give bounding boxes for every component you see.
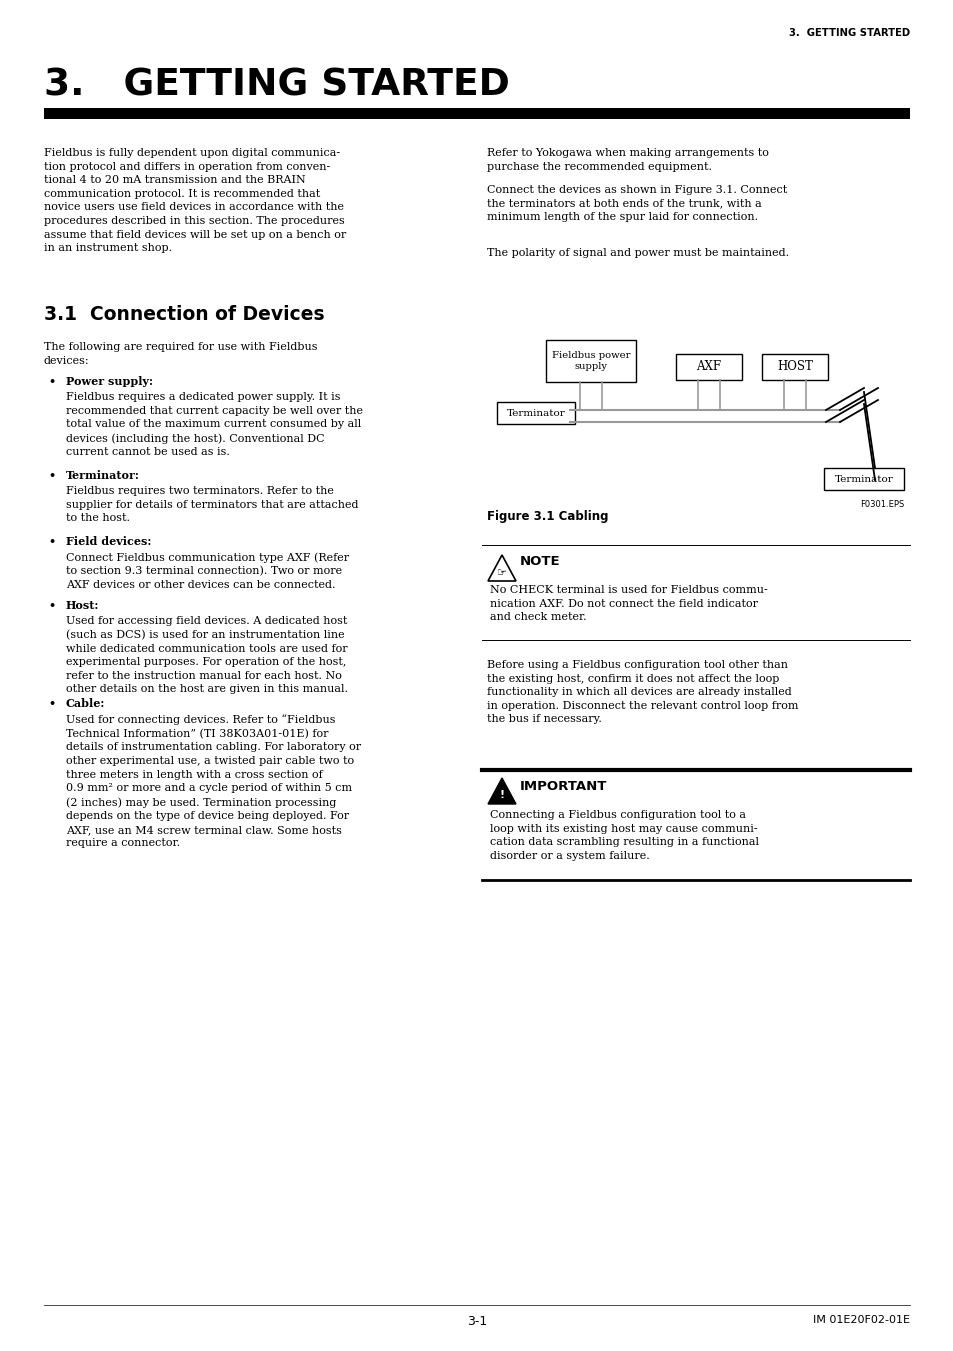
Text: Terminator:: Terminator:	[66, 470, 140, 481]
Text: AXF: AXF	[696, 361, 720, 373]
Text: Before using a Fieldbus configuration tool other than
the existing host, confirm: Before using a Fieldbus configuration to…	[486, 661, 798, 724]
Bar	[497, 403, 575, 424]
Bar	[545, 340, 636, 382]
Text: 3.  GETTING STARTED: 3. GETTING STARTED	[788, 28, 909, 38]
Text: Host:: Host:	[66, 600, 99, 611]
Bar	[823, 467, 903, 490]
Text: IMPORTANT: IMPORTANT	[519, 780, 607, 793]
Text: Refer to Yokogawa when making arrangements to
purchase the recommended equipment: Refer to Yokogawa when making arrangemen…	[486, 149, 768, 172]
Text: Fieldbus requires two terminators. Refer to the
supplier for details of terminat: Fieldbus requires two terminators. Refer…	[66, 486, 358, 523]
Text: 3-1: 3-1	[466, 1315, 487, 1328]
Text: Cable:: Cable:	[66, 698, 105, 709]
Text: •: •	[48, 600, 55, 611]
Text: 3.   GETTING STARTED: 3. GETTING STARTED	[44, 68, 509, 104]
Text: Fieldbus requires a dedicated power supply. It is
recommended that current capac: Fieldbus requires a dedicated power supp…	[66, 392, 363, 457]
Text: The polarity of signal and power must be maintained.: The polarity of signal and power must be…	[486, 249, 788, 258]
Text: Used for connecting devices. Refer to “Fieldbus
Technical Information” (TI 38K03: Used for connecting devices. Refer to “F…	[66, 713, 361, 848]
Text: Connect the devices as shown in Figure 3.1. Connect
the terminators at both ends: Connect the devices as shown in Figure 3…	[486, 185, 786, 222]
Text: •: •	[48, 536, 55, 547]
Text: Fieldbus is fully dependent upon digital communica-
tion protocol and differs in: Fieldbus is fully dependent upon digital…	[44, 149, 346, 253]
Text: Used for accessing field devices. A dedicated host
(such as DCS) is used for an : Used for accessing field devices. A dedi…	[66, 616, 348, 694]
Text: ☞: ☞	[497, 567, 506, 578]
Bar	[676, 354, 741, 380]
Text: !: !	[499, 790, 504, 800]
Text: Connect Fieldbus communication type AXF (Refer
to section 9.3 terminal connectio: Connect Fieldbus communication type AXF …	[66, 553, 349, 590]
Text: F0301.EPS: F0301.EPS	[859, 500, 903, 509]
Text: Fieldbus power
supply: Fieldbus power supply	[551, 351, 630, 372]
Text: Power supply:: Power supply:	[66, 376, 152, 386]
Polygon shape	[488, 778, 516, 804]
Text: Field devices:: Field devices:	[66, 536, 152, 547]
Text: No CHECK terminal is used for Fieldbus commu-
nication AXF. Do not connect the f: No CHECK terminal is used for Fieldbus c…	[490, 585, 767, 623]
Text: NOTE: NOTE	[519, 555, 560, 567]
Text: •: •	[48, 376, 55, 386]
Text: Terminator: Terminator	[506, 408, 565, 417]
Text: •: •	[48, 698, 55, 709]
Bar	[44, 108, 909, 119]
Text: Terminator: Terminator	[834, 474, 892, 484]
Text: •: •	[48, 470, 55, 481]
Text: IM 01E20F02-01E: IM 01E20F02-01E	[812, 1315, 909, 1325]
Text: 3.1  Connection of Devices: 3.1 Connection of Devices	[44, 305, 324, 324]
Bar	[761, 354, 827, 380]
Text: HOST: HOST	[777, 361, 812, 373]
Text: Connecting a Fieldbus configuration tool to a
loop with its existing host may ca: Connecting a Fieldbus configuration tool…	[490, 811, 759, 861]
Text: The following are required for use with Fieldbus
devices:: The following are required for use with …	[44, 342, 317, 366]
Text: Figure 3.1 Cabling: Figure 3.1 Cabling	[486, 509, 608, 523]
